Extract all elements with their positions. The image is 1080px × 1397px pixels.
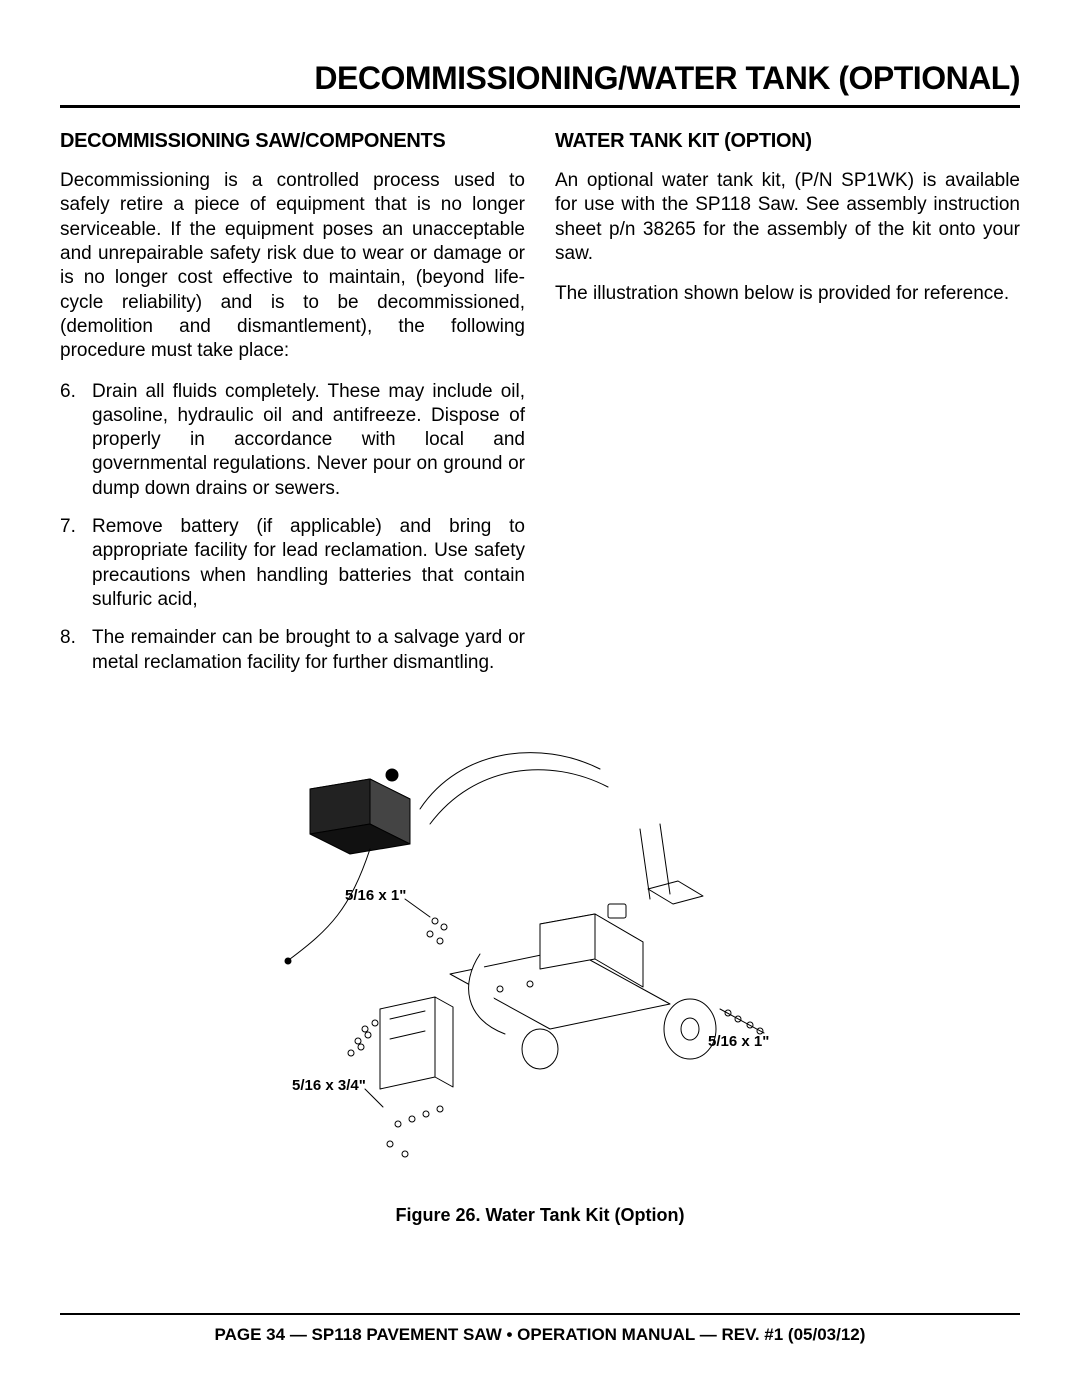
list-item: 8. The remainder can be brought to a sal… — [60, 626, 525, 675]
callout-top: 5/16 x 1" — [345, 887, 406, 904]
watertank-heading: WATER TANK KIT (OPTION) — [555, 130, 1020, 153]
exploded-diagram: 5/16 x 1" 5/16 x 3/4" 5/16 x 1" — [230, 729, 850, 1189]
decommissioning-intro: Decommissioning is a controlled process … — [60, 169, 525, 364]
left-column: DECOMMISSIONING SAW/COMPONENTS Decommiss… — [60, 130, 525, 689]
saw-illustration — [230, 729, 850, 1189]
right-column: WATER TANK KIT (OPTION) An optional wate… — [555, 130, 1020, 689]
watertank-p2: The illustration shown below is provided… — [555, 282, 1020, 306]
item-number: 7. — [60, 515, 92, 612]
item-text: The remainder can be brought to a salvag… — [92, 626, 525, 675]
item-number: 6. — [60, 380, 92, 502]
footer-text: PAGE 34 — SP118 PAVEMENT SAW • OPERATION… — [60, 1325, 1020, 1357]
procedure-list: 6. Drain all fluids completely. These ma… — [60, 380, 525, 675]
list-item: 6. Drain all fluids completely. These ma… — [60, 380, 525, 502]
list-item: 7. Remove battery (if applicable) and br… — [60, 515, 525, 612]
figure-area: 5/16 x 1" 5/16 x 3/4" 5/16 x 1" Figure 2… — [60, 729, 1020, 1313]
callout-left: 5/16 x 3/4" — [292, 1077, 366, 1094]
page-title: DECOMMISSIONING/WATER TANK (OPTIONAL) — [60, 60, 1020, 97]
footer-rule — [60, 1313, 1020, 1315]
decommissioning-heading: DECOMMISSIONING SAW/COMPONENTS — [60, 130, 525, 153]
item-text: Remove battery (if applicable) and bring… — [92, 515, 525, 612]
callout-right: 5/16 x 1" — [708, 1033, 769, 1050]
item-text: Drain all fluids completely. These may i… — [92, 380, 525, 502]
title-rule — [60, 105, 1020, 108]
watertank-p1: An optional water tank kit, (P/N SP1WK) … — [555, 169, 1020, 266]
item-number: 8. — [60, 626, 92, 675]
two-column-layout: DECOMMISSIONING SAW/COMPONENTS Decommiss… — [60, 130, 1020, 689]
figure-caption: Figure 26. Water Tank Kit (Option) — [60, 1205, 1020, 1226]
